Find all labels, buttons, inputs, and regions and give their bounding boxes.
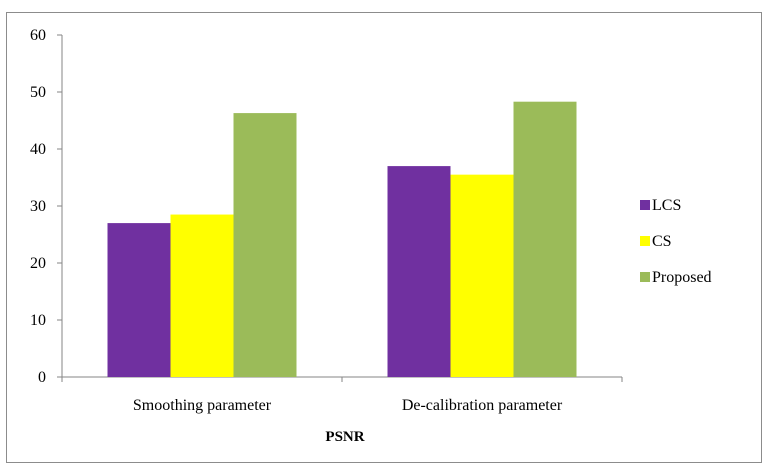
x-category-label: De-calibration parameter [402, 397, 563, 414]
x-axis-label: PSNR [325, 429, 364, 445]
legend-label-lcs: LCS [652, 197, 681, 214]
legend-swatch-proposed [640, 272, 650, 282]
legend-swatch-lcs [640, 200, 650, 210]
y-tick-label: 40 [30, 141, 46, 158]
bar-proposed-1 [233, 113, 297, 377]
bars [107, 101, 577, 377]
bar-proposed-2 [513, 101, 577, 377]
y-tick-label: 60 [30, 27, 46, 44]
x-category-label: Smoothing parameter [133, 397, 272, 414]
y-tick-label: 20 [30, 255, 46, 272]
x-axis: Smoothing parameter De-calibration parame… [57, 376, 623, 414]
legend: LCS CS Proposed [640, 197, 712, 286]
legend-label-proposed: Proposed [652, 269, 712, 286]
y-tick-label: 0 [38, 369, 46, 386]
bar-cs-2 [450, 174, 514, 377]
legend-swatch-cs [640, 236, 650, 246]
bar-cs-1 [170, 214, 234, 377]
legend-label-cs: CS [652, 233, 672, 250]
bar-lcs-2 [387, 166, 451, 377]
y-tick-label: 10 [30, 312, 46, 329]
y-axis: 0 10 20 30 40 50 60 [30, 27, 63, 386]
y-tick-label: 50 [30, 84, 46, 101]
bar-lcs-1 [107, 223, 171, 377]
y-tick-label: 30 [30, 198, 46, 215]
